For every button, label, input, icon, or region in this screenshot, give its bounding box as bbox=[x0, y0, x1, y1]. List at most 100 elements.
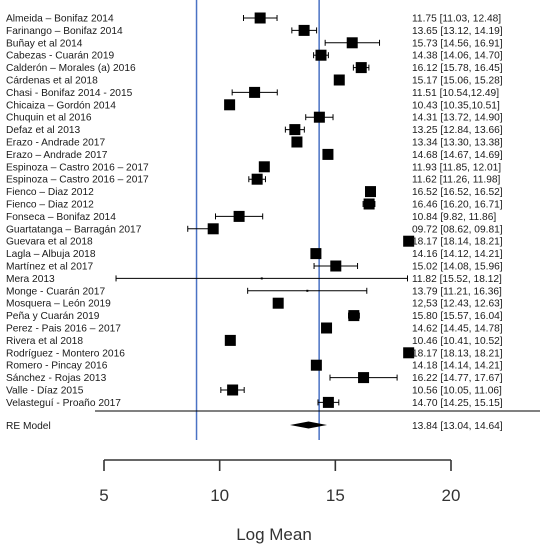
study-ci-text: 14.18 [14.14, 14.21] bbox=[412, 361, 503, 372]
study-ci-text: 18.17 [18.14, 18.21] bbox=[412, 237, 503, 248]
study-ci-text: 14.62 [14.45, 14.78] bbox=[412, 324, 503, 335]
point-estimate bbox=[306, 289, 309, 292]
study-label: Mosquera – León 2019 bbox=[6, 299, 111, 310]
study-ci-text: 14.31 [13.72, 14.90] bbox=[412, 113, 503, 124]
point-estimate bbox=[333, 74, 345, 86]
point-estimate bbox=[224, 334, 236, 346]
study-mark bbox=[403, 235, 415, 247]
study-label: Mera 2013 bbox=[6, 274, 55, 285]
point-estimate bbox=[289, 124, 301, 136]
study-ci-text: 09.72 [08.62, 09.81] bbox=[412, 224, 503, 235]
point-estimate bbox=[315, 49, 327, 61]
study-mark bbox=[291, 136, 303, 148]
study-mark bbox=[317, 396, 340, 408]
study-label: Lagla – Albuja 2018 bbox=[6, 249, 96, 260]
study-ci-text: 13.65 [13.12, 14.19] bbox=[412, 26, 503, 37]
study-mark bbox=[215, 210, 264, 222]
study-label: Peña y Cuarán 2019 bbox=[6, 311, 100, 322]
summary-diamond bbox=[289, 421, 328, 429]
point-estimate bbox=[346, 37, 358, 49]
point-estimate bbox=[313, 111, 325, 123]
study-label: Espinoza – Castro 2016 – 2017 bbox=[6, 175, 149, 186]
study-ci-text: 15.02 [14.08, 15.96] bbox=[412, 262, 503, 273]
point-estimate bbox=[249, 86, 261, 98]
point-estimate bbox=[363, 198, 375, 210]
study-label: Rivera et al 2018 bbox=[6, 336, 83, 347]
point-estimate bbox=[224, 99, 236, 111]
x-tick-label: 5 bbox=[99, 486, 108, 505]
reference-lines bbox=[195, 0, 320, 440]
point-estimate bbox=[348, 310, 360, 322]
x-axis: 5 10 15 20 bbox=[99, 459, 461, 505]
study-mark bbox=[115, 275, 409, 282]
study-mark bbox=[362, 198, 376, 210]
study-mark bbox=[224, 334, 236, 346]
study-mark bbox=[187, 223, 219, 235]
point-estimate bbox=[260, 277, 263, 280]
study-mark bbox=[224, 99, 236, 111]
study-label: Defaz et al 2013 bbox=[6, 125, 81, 136]
study-label: Chuquin et al 2016 bbox=[6, 113, 92, 124]
study-mark bbox=[272, 297, 284, 309]
point-estimate bbox=[322, 396, 334, 408]
study-ci-text: 12,53 [12.43, 12.63] bbox=[412, 299, 503, 310]
point-estimate bbox=[364, 186, 376, 198]
point-estimate bbox=[322, 148, 334, 160]
study-label: Romero - Pincay 2016 bbox=[6, 361, 108, 372]
study-ci-text: 11.62 [11.26, 11.98] bbox=[412, 175, 501, 186]
x-tick-label: 10 bbox=[210, 486, 229, 505]
point-estimate bbox=[233, 210, 245, 222]
x-tick-label: 20 bbox=[442, 486, 461, 505]
study-ci-text: 10.46 [10.41, 10.52] bbox=[412, 336, 503, 347]
study-ci-text: 16.52 [16.52, 16.52] bbox=[412, 187, 503, 198]
study-label: Perez - Pais 2016 – 2017 bbox=[6, 324, 121, 335]
study-label: Chicaiza – Gordón 2014 bbox=[6, 100, 116, 111]
study-label: Rodríguez - Montero 2016 bbox=[6, 348, 125, 359]
study-ci-text: 10.56 [10.05, 11.06] bbox=[412, 386, 502, 397]
point-estimate bbox=[310, 248, 322, 260]
study-ci-text: 13.25 [12.84, 13.66] bbox=[412, 125, 503, 136]
point-estimate bbox=[330, 260, 342, 272]
study-ci-text: 11.82 [15.52, 18.12] bbox=[412, 274, 502, 285]
point-estimate bbox=[272, 297, 284, 309]
study-label: Chasi - Bonifaz 2014 - 2015 bbox=[6, 88, 133, 99]
study-mark bbox=[310, 359, 322, 371]
point-estimate bbox=[355, 62, 367, 74]
study-label: Almeida – Bonifaz 2014 bbox=[6, 14, 114, 25]
study-label: Valle - Díaz 2015 bbox=[6, 386, 84, 397]
study-mark bbox=[333, 74, 345, 86]
study-label: Guevara et al 2018 bbox=[6, 237, 93, 248]
point-estimate bbox=[227, 384, 239, 396]
study-ci-text: 14.16 [14.12, 14.21] bbox=[412, 249, 503, 260]
point-estimate bbox=[310, 359, 322, 371]
study-label: Farinango – Bonifaz 2014 bbox=[6, 26, 123, 37]
study-ci-text: 10.84 [9.82, 11.86] bbox=[412, 212, 496, 223]
study-ci-text: 16.12 [15.78, 16.45] bbox=[412, 63, 503, 74]
study-mark bbox=[313, 49, 329, 61]
x-tick-label: 15 bbox=[326, 486, 345, 505]
study-ci-text: 14.70 [14.25, 15.15] bbox=[412, 398, 503, 409]
point-estimate bbox=[291, 136, 303, 148]
study-mark bbox=[322, 148, 334, 160]
study-label: Fonseca – Bonifaz 2014 bbox=[6, 212, 116, 223]
study-mark bbox=[220, 384, 245, 396]
study-ci-text: 11.51 [10.54,12.49] bbox=[412, 88, 499, 99]
study-mark bbox=[305, 111, 334, 123]
study-mark bbox=[313, 260, 359, 272]
point-estimate bbox=[254, 12, 266, 24]
study-mark bbox=[324, 37, 381, 49]
study-ci-text: 11.75 [11.03, 12.48] bbox=[412, 14, 501, 25]
point-estimate bbox=[251, 173, 263, 185]
point-estimate bbox=[403, 235, 415, 247]
study-mark bbox=[284, 124, 305, 136]
study-ci-text: 15.73 [14.56, 16.91] bbox=[412, 38, 503, 49]
study-mark bbox=[258, 161, 270, 173]
study-mark bbox=[321, 322, 333, 334]
ci-texts: 11.75 [11.03, 12.48]13.65 [13.12, 14.19]… bbox=[412, 14, 503, 409]
study-mark bbox=[310, 248, 322, 260]
point-estimate bbox=[258, 161, 270, 173]
point-estimate bbox=[358, 372, 370, 384]
study-label: Cárdenas et al 2018 bbox=[6, 76, 98, 87]
point-estimate bbox=[321, 322, 333, 334]
